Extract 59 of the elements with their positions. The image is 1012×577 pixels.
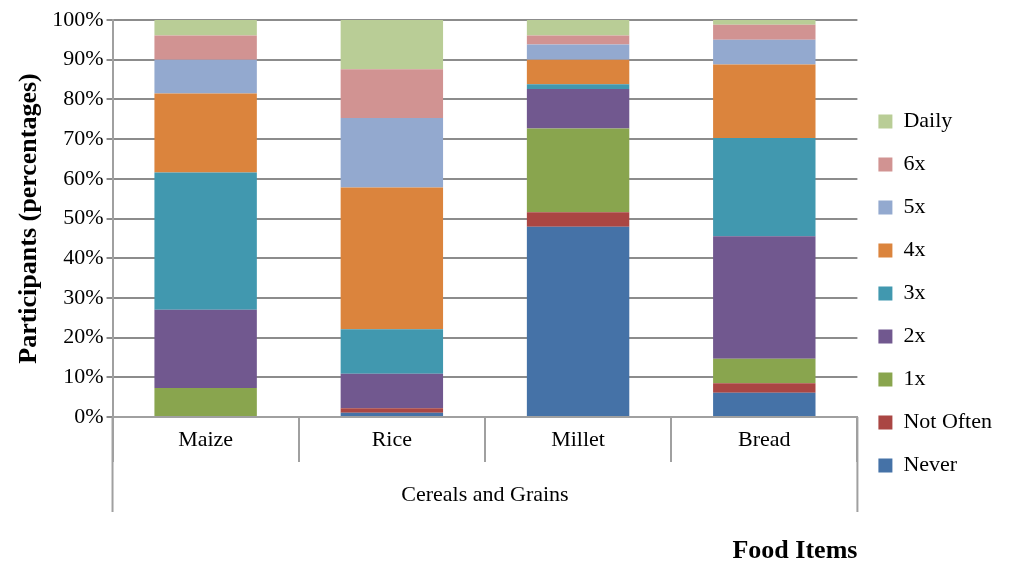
bar: [526, 44, 630, 60]
legend-label: 6x: [903, 150, 926, 176]
bar: [713, 137, 816, 237]
bar: [154, 309, 257, 389]
y-tick-label: 60%: [63, 164, 104, 190]
bar: [713, 236, 816, 359]
bar: [526, 84, 630, 90]
bar: [340, 329, 444, 374]
y-tick-label: 20%: [63, 323, 104, 349]
y-axis-title: Participants (percentages): [13, 73, 43, 364]
bar: [713, 358, 816, 384]
y-tick-label: 0%: [74, 402, 104, 428]
y-tick-label: 70%: [63, 124, 104, 150]
bar: [526, 89, 630, 129]
legend-label: 5x: [903, 193, 926, 219]
bar: [713, 39, 816, 65]
legend-label: 2x: [903, 322, 926, 348]
bar: [340, 373, 444, 409]
bar: [340, 69, 444, 119]
text: Cereals and Grains: [401, 480, 569, 506]
bar: [154, 20, 257, 36]
legend-label: 3x: [903, 279, 926, 305]
bar: [526, 212, 630, 227]
y-tick-label: 80%: [63, 85, 104, 111]
legend-label: Daily: [903, 107, 953, 133]
bar: [154, 35, 257, 60]
bar: [340, 187, 444, 330]
bar: [526, 128, 630, 213]
x-tick-label: Millet: [551, 425, 605, 451]
legend-label: Never: [903, 451, 958, 477]
bar: [154, 172, 257, 310]
bar: [713, 383, 816, 393]
bar: [340, 118, 444, 188]
bar: [713, 64, 816, 138]
y-tick-label: 50%: [63, 204, 104, 230]
bar: [340, 20, 444, 70]
legend-label: Not Often: [903, 408, 992, 434]
y-tick-label: 90%: [63, 45, 104, 71]
bar: [526, 20, 630, 36]
legend-label: 1x: [903, 365, 926, 391]
bar: [526, 59, 630, 85]
bar: [713, 392, 816, 416]
x-axis-title: Food Items: [732, 535, 858, 565]
y-tick-label: 30%: [63, 283, 104, 309]
bar: [154, 388, 257, 416]
y-tick-label: 10%: [63, 363, 104, 389]
x-tick-label: Rice: [371, 425, 413, 451]
y-tick-label: 40%: [63, 243, 104, 269]
bar: [526, 226, 630, 416]
bar: [713, 24, 816, 40]
legend-label: 4x: [903, 236, 926, 262]
x-tick-label: Maize: [178, 425, 234, 451]
x-tick-label: Bread: [738, 425, 791, 451]
bar: [340, 408, 444, 413]
bar: [526, 35, 630, 45]
bar: [154, 93, 257, 173]
bar: [713, 20, 816, 25]
y-tick-label: 100%: [52, 5, 104, 31]
bar: [154, 59, 257, 94]
